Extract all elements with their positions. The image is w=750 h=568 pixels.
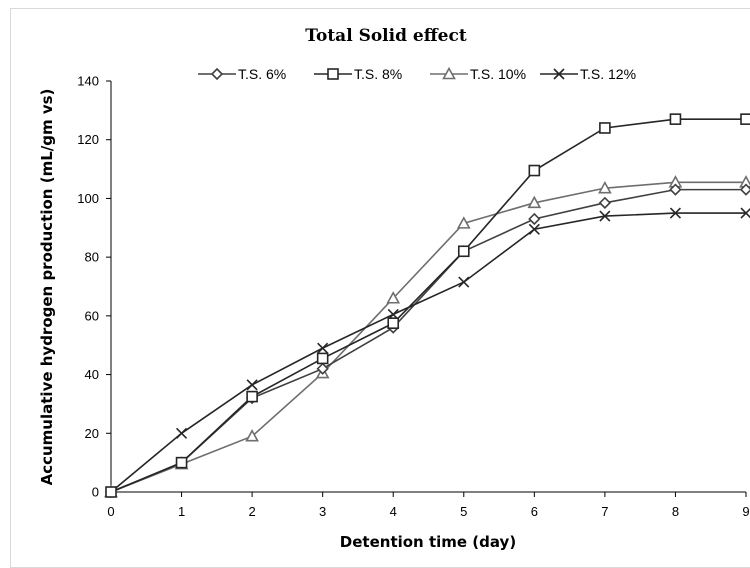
data-point (529, 166, 539, 176)
y-tick-label: 60 (85, 308, 99, 323)
legend-entry: T.S. 8% (314, 66, 402, 82)
series-t-s-8- (106, 114, 750, 497)
x-tick-label: 9 (742, 504, 749, 519)
series-t-s-6- (106, 185, 750, 497)
axes: 0 20 40 60 80 100 120 140 0 1 2 3 4 5 6 7 8 9 (77, 74, 749, 520)
legend-marker (212, 69, 222, 79)
y-tick-label: 0 (92, 485, 99, 500)
x-tick-label: 5 (460, 504, 467, 519)
data-point (106, 487, 116, 497)
legend-label: T.S. 12% (580, 66, 636, 82)
y-tick-label: 120 (77, 132, 99, 147)
series-t-s-10- (106, 177, 750, 497)
series-t-s-12- (106, 208, 750, 497)
data-point (247, 380, 257, 390)
legend-marker (328, 69, 338, 79)
legend-entry: T.S. 12% (540, 66, 636, 82)
series-line (111, 213, 746, 492)
x-tick-label: 1 (178, 504, 185, 519)
x-tick-label: 3 (319, 504, 326, 519)
data-point (459, 246, 469, 256)
data-point (388, 318, 398, 328)
series-line (111, 119, 746, 492)
data-point (741, 114, 750, 124)
data-point (600, 123, 610, 133)
legend-entry: T.S. 10% (430, 66, 526, 82)
legend: T.S. 6% T.S. 8% T.S. 10% T.S. 12% (198, 66, 636, 82)
data-point (318, 364, 328, 374)
legend-entry: T.S. 6% (198, 66, 286, 82)
data-point (318, 353, 328, 363)
y-axis-label: Accumulative hydrogen production (mL/gm … (38, 89, 56, 486)
legend-label: T.S. 8% (354, 66, 402, 82)
data-point (177, 428, 187, 438)
chart-title: Total Solid effect (305, 26, 467, 46)
series-line (111, 182, 746, 492)
x-tick-label: 6 (531, 504, 538, 519)
x-tick-label: 0 (107, 504, 114, 519)
data-point (459, 277, 469, 287)
data-point (177, 458, 187, 468)
legend-label: T.S. 6% (238, 66, 286, 82)
data-point (529, 214, 539, 224)
data-point (247, 392, 257, 402)
x-tick-label: 4 (390, 504, 397, 519)
data-point (670, 114, 680, 124)
legend-label: T.S. 10% (470, 66, 526, 82)
series-line (111, 190, 746, 492)
x-axis-label: Detention time (day) (340, 533, 516, 551)
data-point (600, 198, 610, 208)
x-tick-label: 7 (601, 504, 608, 519)
y-tick-label: 100 (77, 191, 99, 206)
y-tick-label: 20 (85, 426, 99, 441)
x-tick-label: 8 (672, 504, 679, 519)
y-tick-label: 40 (85, 367, 99, 382)
data-point (318, 343, 328, 353)
x-tick-label: 2 (248, 504, 255, 519)
series-layer (106, 114, 750, 497)
y-tick-label: 140 (77, 74, 99, 89)
y-tick-label: 80 (85, 250, 99, 265)
